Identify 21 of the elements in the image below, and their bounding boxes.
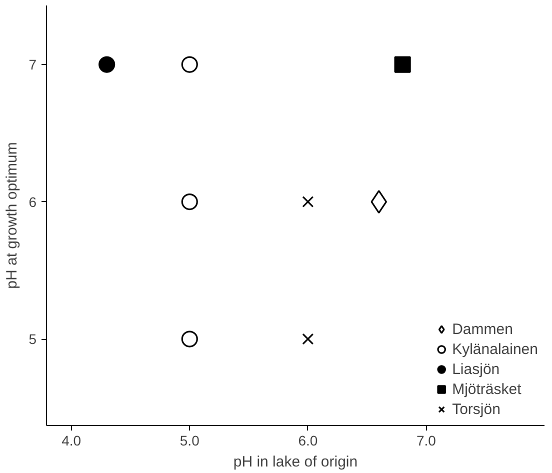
y-tick-label: 5 (28, 331, 37, 348)
point (181, 330, 198, 348)
x-tick-label: 5.0 (180, 432, 200, 448)
point (302, 333, 314, 345)
legend-label: Liasjön (452, 360, 500, 378)
point (394, 56, 411, 73)
point (98, 56, 116, 73)
point (181, 56, 198, 73)
legend-label: Torsjön (452, 400, 500, 418)
x-axis-title: pH in lake of origin (233, 454, 358, 470)
legend-label: Dammen (452, 320, 513, 338)
x-tick-label: 4.0 (62, 432, 82, 448)
point (302, 196, 314, 208)
y-axis-title: pH at growth optimum (4, 142, 21, 289)
y-tick-label: 6 (28, 194, 37, 210)
x-tick-label: 6.0 (298, 432, 318, 448)
x-tick-label: 7.0 (416, 432, 436, 448)
y-tick-label: 7 (28, 56, 37, 73)
legend-label: Kylänalainen (452, 340, 538, 358)
point (181, 193, 198, 210)
legend-label: Mjöträsket (452, 380, 522, 398)
